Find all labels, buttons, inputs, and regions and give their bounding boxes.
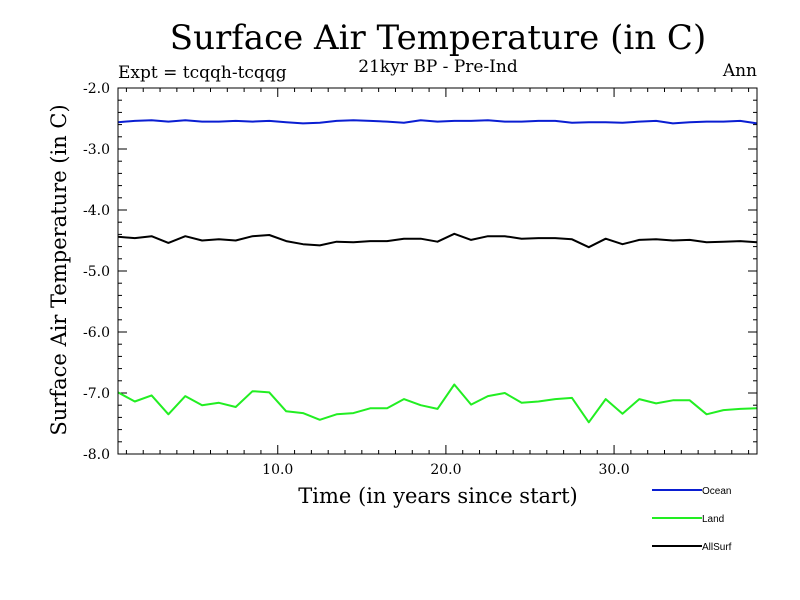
y-axis-label: Surface Air Temperature (in C): [47, 104, 71, 435]
chart-subtitle: 21kyr BP - Pre-Ind: [358, 57, 518, 77]
series-line-land: [117, 383, 758, 424]
legend-label-land: Land: [702, 514, 724, 525]
period-label: Ann: [722, 61, 757, 81]
plot-frame: [117, 87, 758, 455]
y-tick-label: -2.0: [83, 81, 110, 97]
chart-title: Surface Air Temperature (in C): [170, 18, 706, 58]
legend: Ocean Land AllSurf: [652, 486, 732, 553]
x-axis: 10.0 20.0 30.0: [125, 88, 750, 478]
y-tick-label: -4.0: [83, 203, 110, 219]
y-tick-label: -8.0: [83, 447, 110, 463]
x-tick-label: 20.0: [430, 462, 461, 478]
x-tick-label: 10.0: [262, 462, 293, 478]
series-lines: [117, 119, 758, 424]
experiment-label: Expt = tcqqh-tcqqg: [118, 63, 287, 83]
x-axis-label: Time (in years since start): [298, 484, 577, 508]
series-line-ocean: [117, 119, 758, 125]
y-tick-label: -6.0: [83, 325, 110, 341]
y-tick-label: -7.0: [83, 386, 110, 402]
y-tick-label: -5.0: [83, 264, 110, 280]
series-line-allsurf: [117, 232, 758, 249]
legend-label-allsurf: AllSurf: [702, 542, 732, 553]
x-tick-label: 30.0: [598, 462, 629, 478]
y-tick-label: -3.0: [83, 142, 110, 158]
legend-label-ocean: Ocean: [702, 486, 731, 497]
